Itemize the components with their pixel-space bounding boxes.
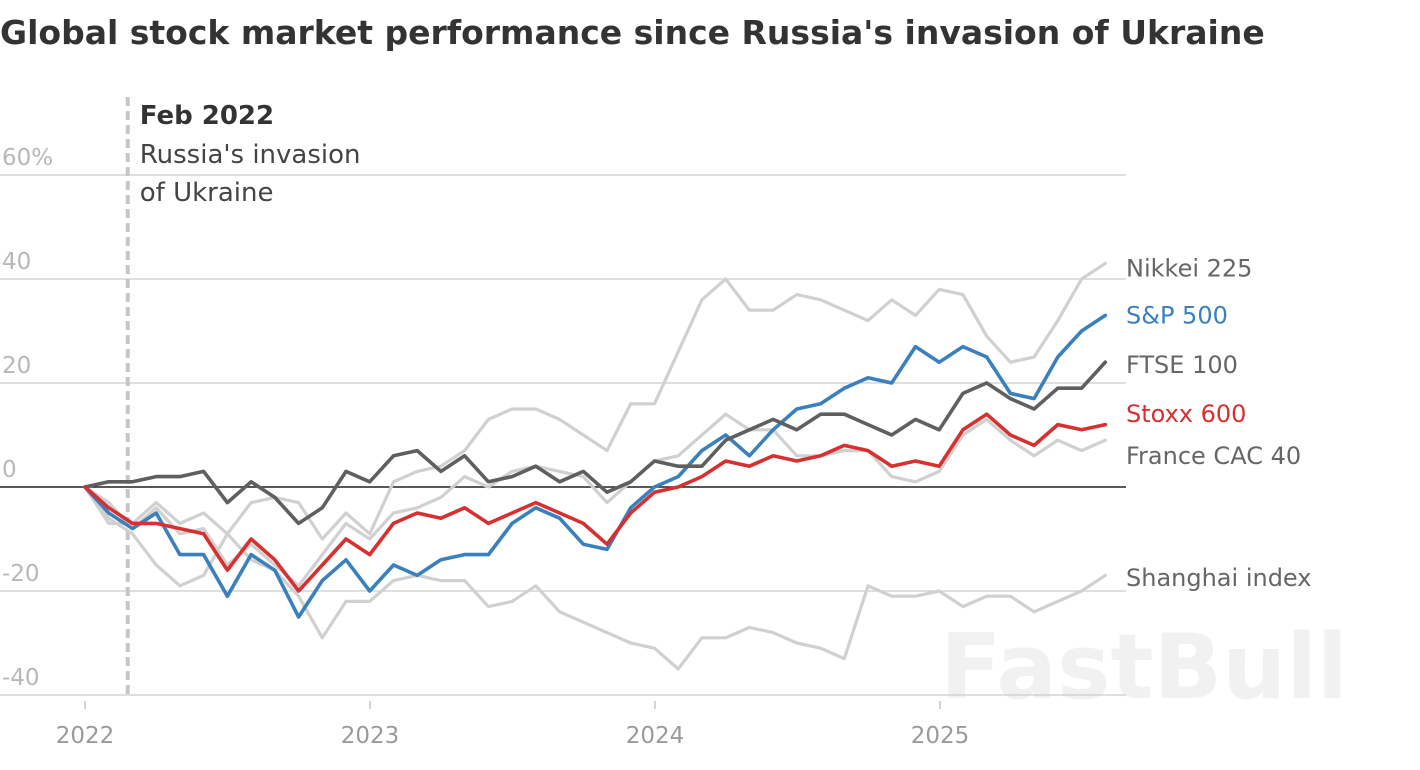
series-line-stoxx-600: [83, 412, 1108, 593]
y-tick-label: -40: [2, 665, 40, 691]
y-tick-label: 20: [2, 353, 31, 379]
series-label-france-cac-40: France CAC 40: [1126, 442, 1301, 470]
annotation-line-2: of Ukraine: [140, 178, 274, 208]
y-tick-label: 0: [2, 457, 17, 483]
series-label-s-p-500: S&P 500: [1126, 301, 1228, 329]
annotation-line-1: Russia's invasion: [140, 140, 361, 170]
x-tick-label: 2024: [626, 723, 685, 749]
y-tick-label: 60%: [2, 145, 53, 171]
x-tick-label: 2022: [56, 723, 115, 749]
x-tick-label: 2025: [911, 723, 970, 749]
y-tick-label: 40: [2, 249, 31, 275]
invasion-annotation: Feb 2022 Russia's invasion of Ukraine: [125, 97, 361, 697]
series-label-ftse-100: FTSE 100: [1126, 351, 1238, 379]
series-lines: [83, 261, 1108, 671]
y-tick-label: -20: [2, 561, 40, 587]
series-line-ftse-100: [83, 360, 1108, 526]
x-tick-label: 2023: [341, 723, 400, 749]
series-labels: Nikkei 225 France CAC 40 Shanghai index S&P…: [1126, 255, 1311, 592]
series-line-shanghai-index: [83, 485, 1107, 671]
grid: 60% 40 20 0 -20 -40 2022 2023 2024 2025: [0, 145, 1126, 749]
series-label-shanghai-index: Shanghai index: [1126, 564, 1311, 592]
chart-title: Global stock market performance since Ru…: [0, 13, 1265, 52]
annotation-title: Feb 2022: [140, 101, 274, 131]
series-label-stoxx-600: Stoxx 600: [1126, 400, 1246, 428]
series-line-france-cac-40: [83, 412, 1107, 588]
series-line-s-p-500: [83, 313, 1108, 619]
series-label-nikkei-225: Nikkei 225: [1126, 255, 1252, 283]
watermark: FastBull: [940, 615, 1348, 720]
series-line-nikkei-225: [83, 261, 1107, 541]
